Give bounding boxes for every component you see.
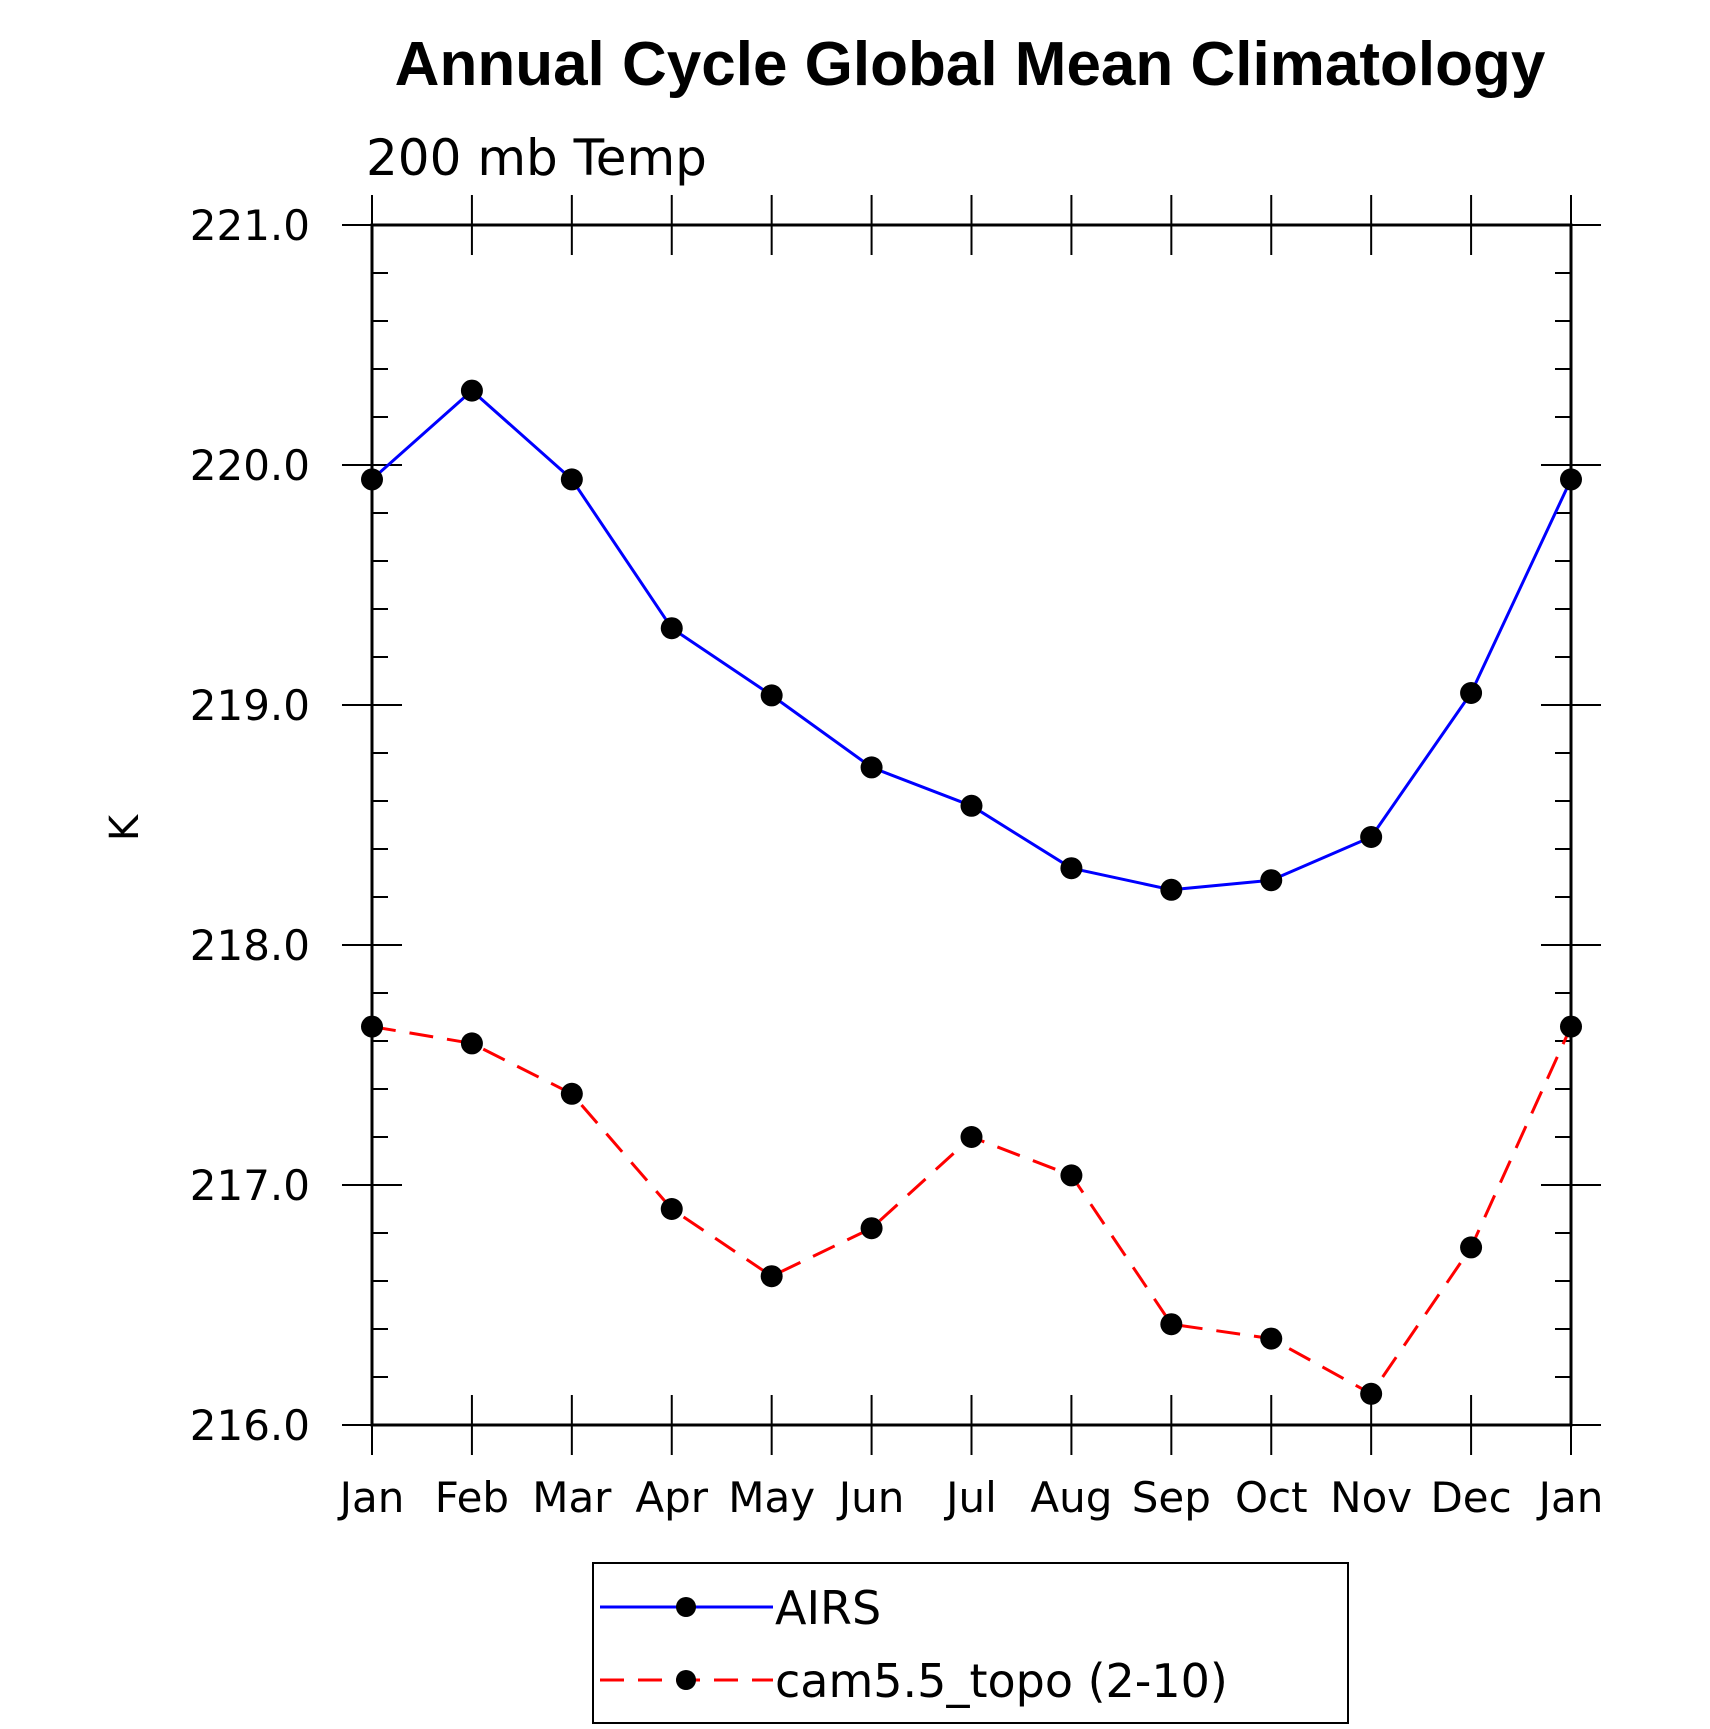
data-point-1 (460, 1032, 483, 1055)
y-tick-label: 216.0 (190, 1401, 310, 1450)
data-point-0 (1460, 682, 1483, 704)
data-point-0 (1560, 468, 1582, 491)
x-tick-label: Feb (435, 1473, 509, 1522)
data-point-1 (860, 1217, 883, 1240)
data-point-1 (660, 1198, 683, 1220)
series-line-1 (371, 1025, 1573, 1396)
legend-box (592, 1562, 1349, 1724)
data-point-0 (1160, 878, 1183, 901)
x-tick-label: Jun (836, 1473, 905, 1522)
axis-ticks (342, 195, 1601, 1455)
data-point-1 (1360, 1382, 1383, 1405)
legend: AIRS cam5.5_topo (2-10) (592, 1562, 1349, 1724)
data-point-1 (1160, 1313, 1183, 1336)
x-tick-label: Apr (635, 1473, 708, 1522)
y-tick-label: 220.0 (190, 441, 310, 490)
data-point-1 (1460, 1236, 1483, 1259)
data-point-0 (1260, 869, 1283, 892)
x-tick-labels: Jan Feb Mar Apr May Jun Jul Aug Sep Oct Nov Dec Jan (337, 1473, 1604, 1522)
legend-marker-cam (676, 1670, 696, 1690)
y-tick-labels: 216.0 217.0 218.0 219.0 220.0 221.0 (190, 201, 310, 1450)
x-tick-label: Jan (337, 1473, 405, 1522)
data-point-1 (960, 1126, 983, 1148)
series-layer (361, 379, 1582, 1405)
data-point-0 (1060, 857, 1083, 880)
data-point-0 (960, 794, 983, 817)
data-point-1 (1260, 1327, 1283, 1350)
x-tick-label: Jan (1536, 1473, 1604, 1522)
data-point-1 (1560, 1015, 1582, 1038)
data-point-0 (560, 468, 583, 491)
data-point-1 (1060, 1164, 1083, 1187)
x-tick-label: Aug (1030, 1473, 1112, 1522)
x-tick-label: Nov (1330, 1473, 1412, 1522)
x-tick-label: Jul (943, 1473, 997, 1522)
data-point-0 (660, 617, 683, 640)
data-point-0 (460, 379, 483, 402)
plot-frame (370, 223, 1573, 1427)
y-tick-label: 218.0 (190, 921, 310, 970)
data-point-0 (1360, 826, 1383, 848)
legend-label-airs: AIRS (775, 1581, 881, 1635)
chart-subtitle: 200 mb Temp (366, 129, 707, 187)
data-point-1 (760, 1265, 783, 1288)
y-tick-label: 217.0 (190, 1161, 310, 1210)
data-point-0 (760, 684, 783, 707)
x-tick-label: May (728, 1473, 815, 1522)
legend-label-cam: cam5.5_topo (2-10) (775, 1654, 1228, 1708)
x-tick-label: Sep (1132, 1473, 1211, 1522)
data-point-1 (361, 1015, 383, 1038)
y-tick-label: 219.0 (190, 681, 310, 730)
x-tick-label: Mar (532, 1473, 612, 1522)
y-axis-label: K (102, 813, 148, 841)
data-point-0 (860, 756, 883, 779)
data-point-1 (560, 1082, 583, 1105)
x-tick-label: Dec (1430, 1473, 1511, 1522)
legend-marker-airs (676, 1597, 696, 1617)
y-tick-label: 221.0 (190, 201, 310, 250)
chart-title: Annual Cycle Global Mean Climatology (395, 30, 1546, 99)
x-tick-label: Oct (1235, 1473, 1308, 1522)
data-point-0 (361, 468, 383, 491)
